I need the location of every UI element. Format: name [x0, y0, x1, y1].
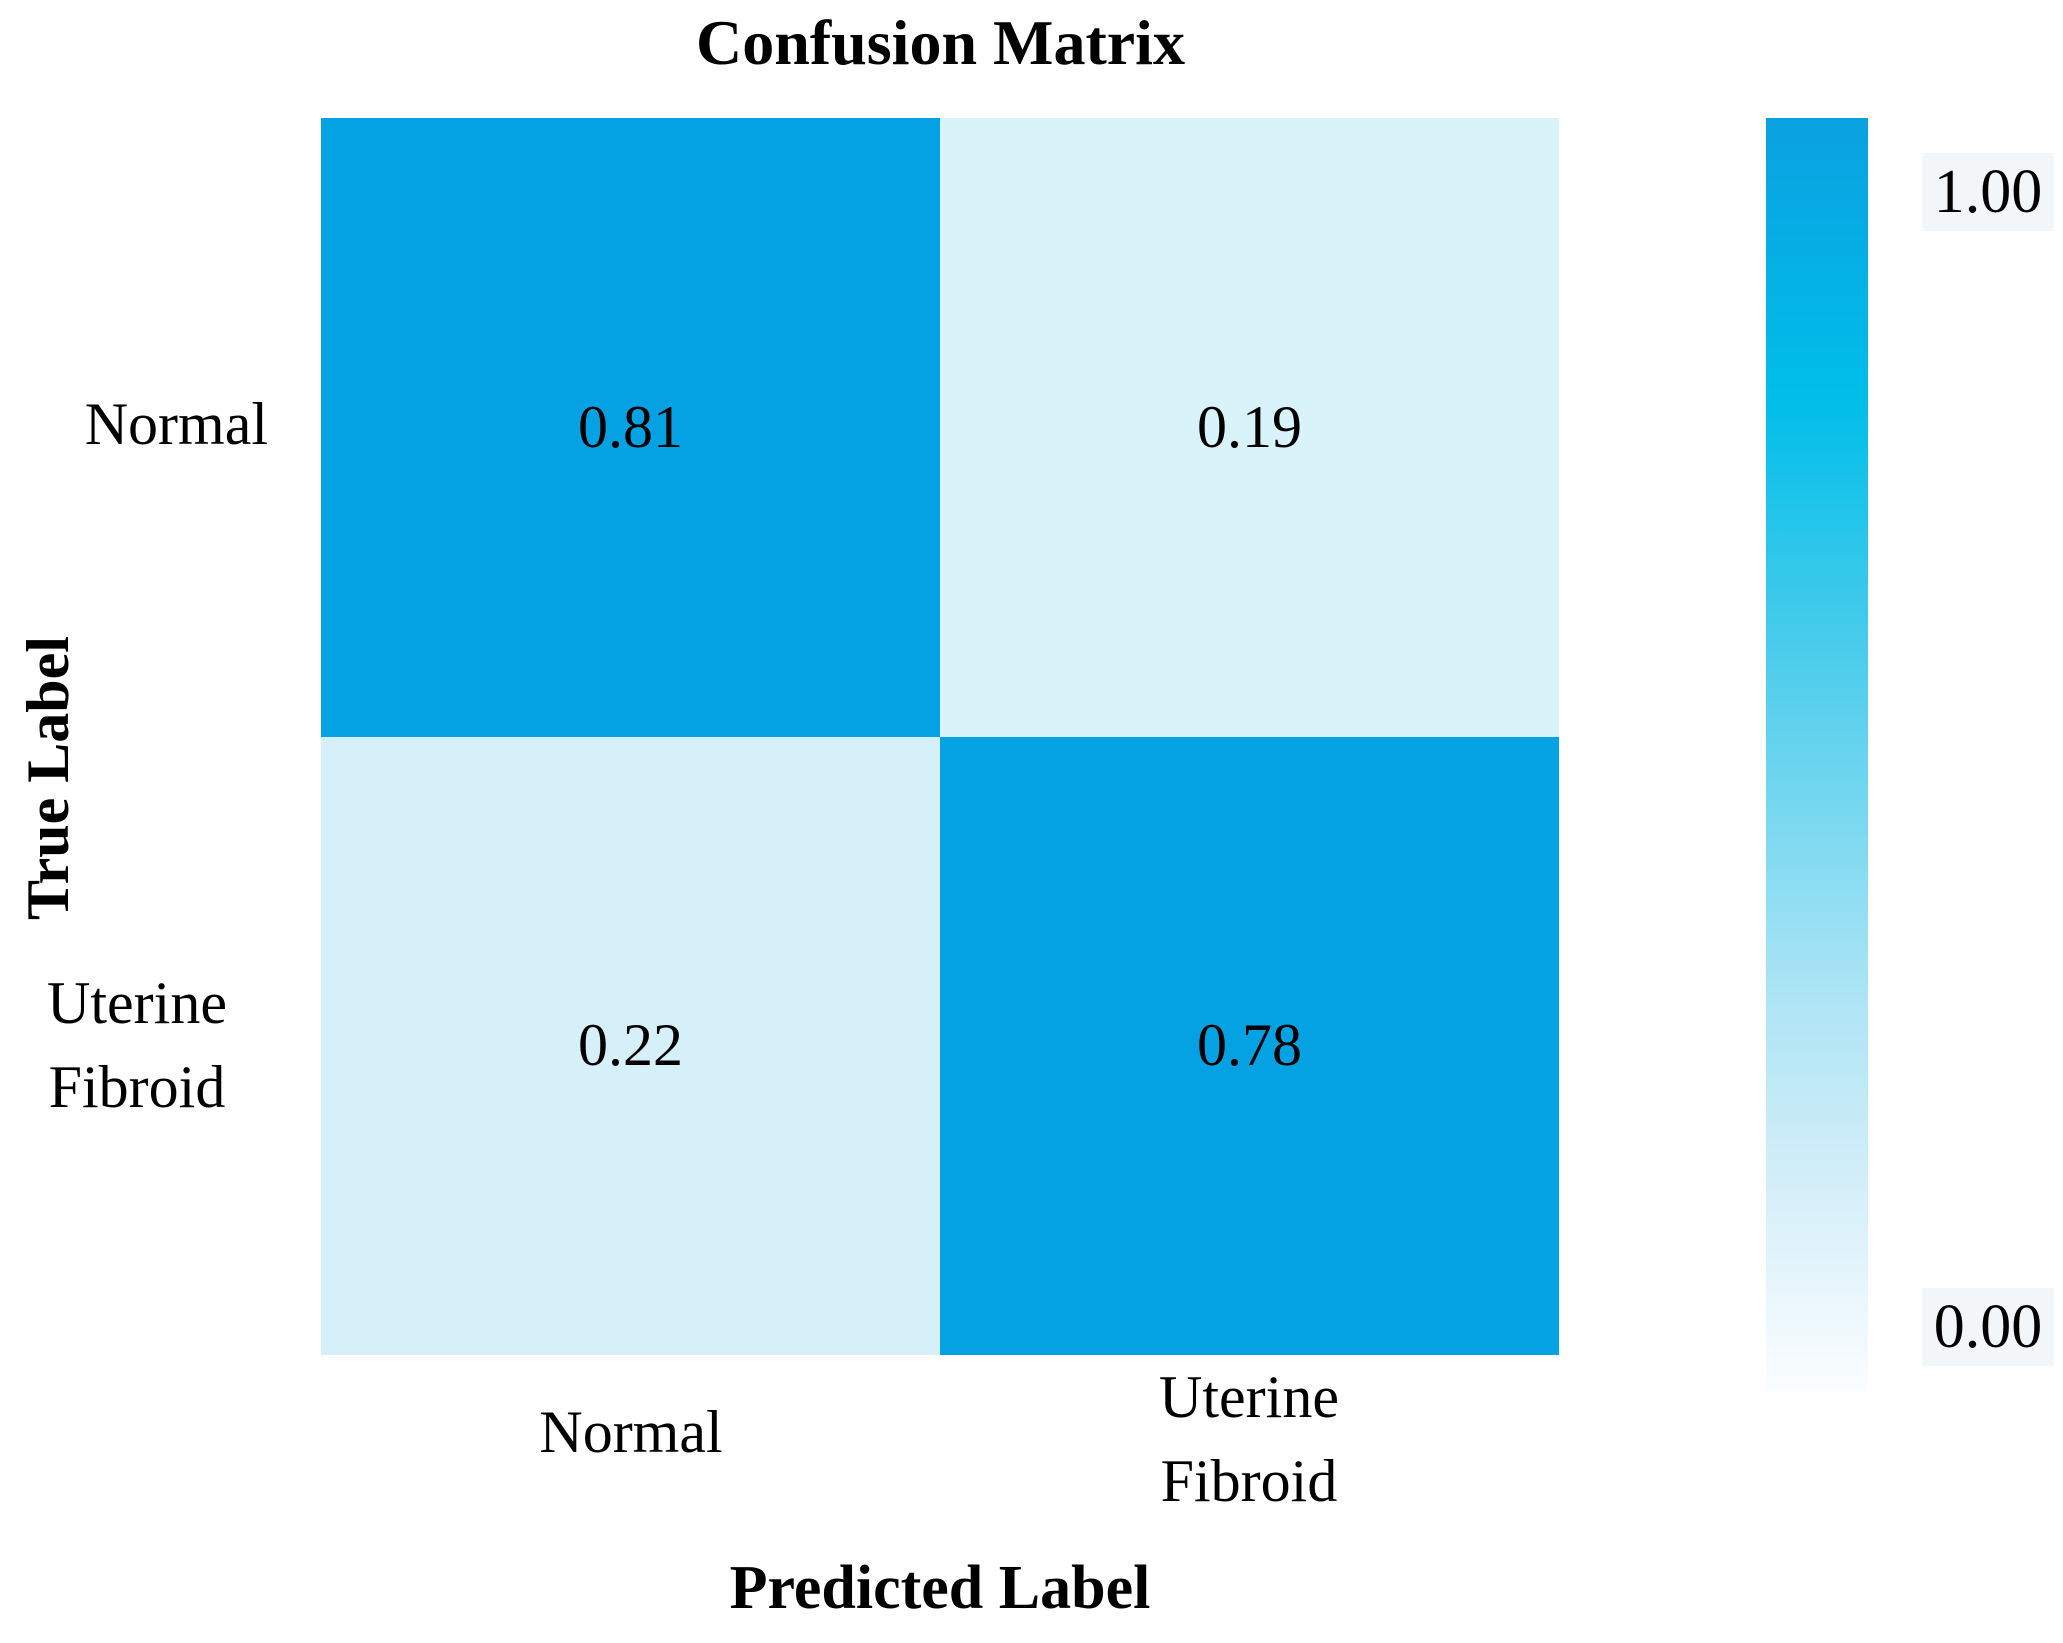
x-tick-label-uterine-fibroid: Uterine Fibroid: [1159, 1364, 1339, 1514]
heatmap-cell-true-normal-pred-normal: 0.81: [321, 118, 940, 737]
colorbar-max-tick-label: 1.00: [1922, 153, 2054, 231]
heatmap-cell-true-normal-pred-fibroid: 0.19: [940, 118, 1559, 737]
heatmap-cell-true-fibroid-pred-normal: 0.22: [321, 736, 940, 1355]
colorbar-min-tick-label: 0.00: [1922, 1288, 2054, 1366]
x-tick-label-normal: Normal: [539, 1399, 723, 1465]
x-axis-label: Predicted Label: [729, 1554, 1151, 1622]
y-axis-label: True Label: [15, 636, 81, 920]
heatmap-cell-true-fibroid-pred-fibroid: 0.78: [940, 736, 1559, 1355]
y-tick-label-normal: Normal: [84, 391, 268, 457]
heatmap-grid: 0.81 0.19 0.22 0.78: [321, 118, 1559, 1355]
chart-title: Confusion Matrix: [696, 7, 1185, 78]
colorbar: [1766, 118, 1868, 1400]
y-tick-label-uterine-fibroid: Uterine Fibroid: [47, 970, 227, 1120]
